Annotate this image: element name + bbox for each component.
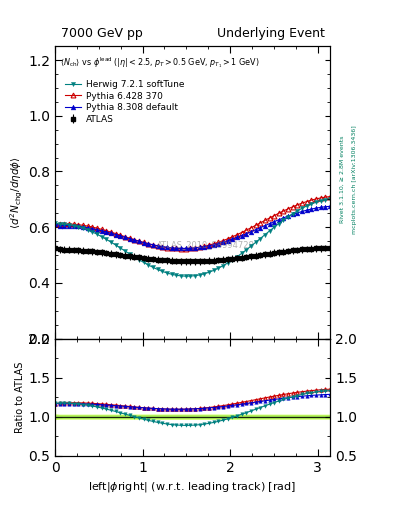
- Herwig 7.2.1 softTune: [146, 262, 151, 268]
- Pythia 8.308 default: [230, 236, 235, 242]
- Pythia 6.428 370: [328, 194, 332, 200]
- Herwig 7.2.1 softTune: [183, 273, 188, 279]
- Text: mcplots.cern.ch [arXiv:1306.3436]: mcplots.cern.ch [arXiv:1306.3436]: [352, 125, 357, 233]
- Pythia 8.308 default: [123, 234, 127, 240]
- Text: $\langle N_{\rm ch}\rangle$ vs $\phi^{\rm lead}$ ($|\eta| < 2.5, p_{T} > 0.5$ Ge: $\langle N_{\rm ch}\rangle$ vs $\phi^{\r…: [60, 55, 259, 70]
- Y-axis label: $\langle d^2 N_{\rm chg}/d\eta d\phi \rangle$: $\langle d^2 N_{\rm chg}/d\eta d\phi \ra…: [9, 156, 26, 229]
- Pythia 6.428 370: [53, 221, 57, 227]
- Line: Herwig 7.2.1 softTune: Herwig 7.2.1 softTune: [53, 197, 332, 278]
- Text: 7000 GeV pp: 7000 GeV pp: [61, 27, 142, 40]
- Text: ATLAS_2010_S8994728: ATLAS_2010_S8994728: [157, 241, 255, 249]
- Line: Pythia 6.428 370: Pythia 6.428 370: [53, 194, 332, 251]
- Pythia 6.428 370: [123, 233, 127, 240]
- Pythia 6.428 370: [230, 234, 235, 240]
- Y-axis label: Ratio to ATLAS: Ratio to ATLAS: [15, 361, 26, 433]
- X-axis label: left$|\phi$right$|$ (w.r.t. leading track) [rad]: left$|\phi$right$|$ (w.r.t. leading trac…: [88, 480, 297, 494]
- Pythia 6.428 370: [99, 226, 104, 232]
- Text: Rivet 3.1.10, ≥ 2.8M events: Rivet 3.1.10, ≥ 2.8M events: [340, 136, 345, 223]
- Herwig 7.2.1 softTune: [132, 254, 137, 260]
- Herwig 7.2.1 softTune: [328, 196, 332, 202]
- Legend: Herwig 7.2.1 softTune, Pythia 6.428 370, Pythia 8.308 default, ATLAS: Herwig 7.2.1 softTune, Pythia 6.428 370,…: [65, 80, 184, 124]
- Herwig 7.2.1 softTune: [53, 220, 57, 226]
- Pythia 8.308 default: [53, 221, 57, 227]
- Herwig 7.2.1 softTune: [123, 248, 127, 254]
- Herwig 7.2.1 softTune: [141, 259, 146, 265]
- Pythia 6.428 370: [141, 240, 146, 246]
- Pythia 8.308 default: [99, 228, 104, 234]
- Pythia 8.308 default: [146, 241, 151, 247]
- Pythia 8.308 default: [328, 203, 332, 209]
- Pythia 6.428 370: [146, 241, 151, 247]
- Line: Pythia 8.308 default: Pythia 8.308 default: [53, 204, 332, 251]
- Pythia 8.308 default: [141, 240, 146, 246]
- Pythia 6.428 370: [178, 246, 183, 252]
- Pythia 6.428 370: [132, 237, 137, 243]
- Herwig 7.2.1 softTune: [230, 257, 235, 263]
- Pythia 8.308 default: [132, 237, 137, 243]
- Herwig 7.2.1 softTune: [99, 233, 104, 240]
- Pythia 8.308 default: [183, 245, 188, 251]
- Text: Underlying Event: Underlying Event: [217, 27, 325, 40]
